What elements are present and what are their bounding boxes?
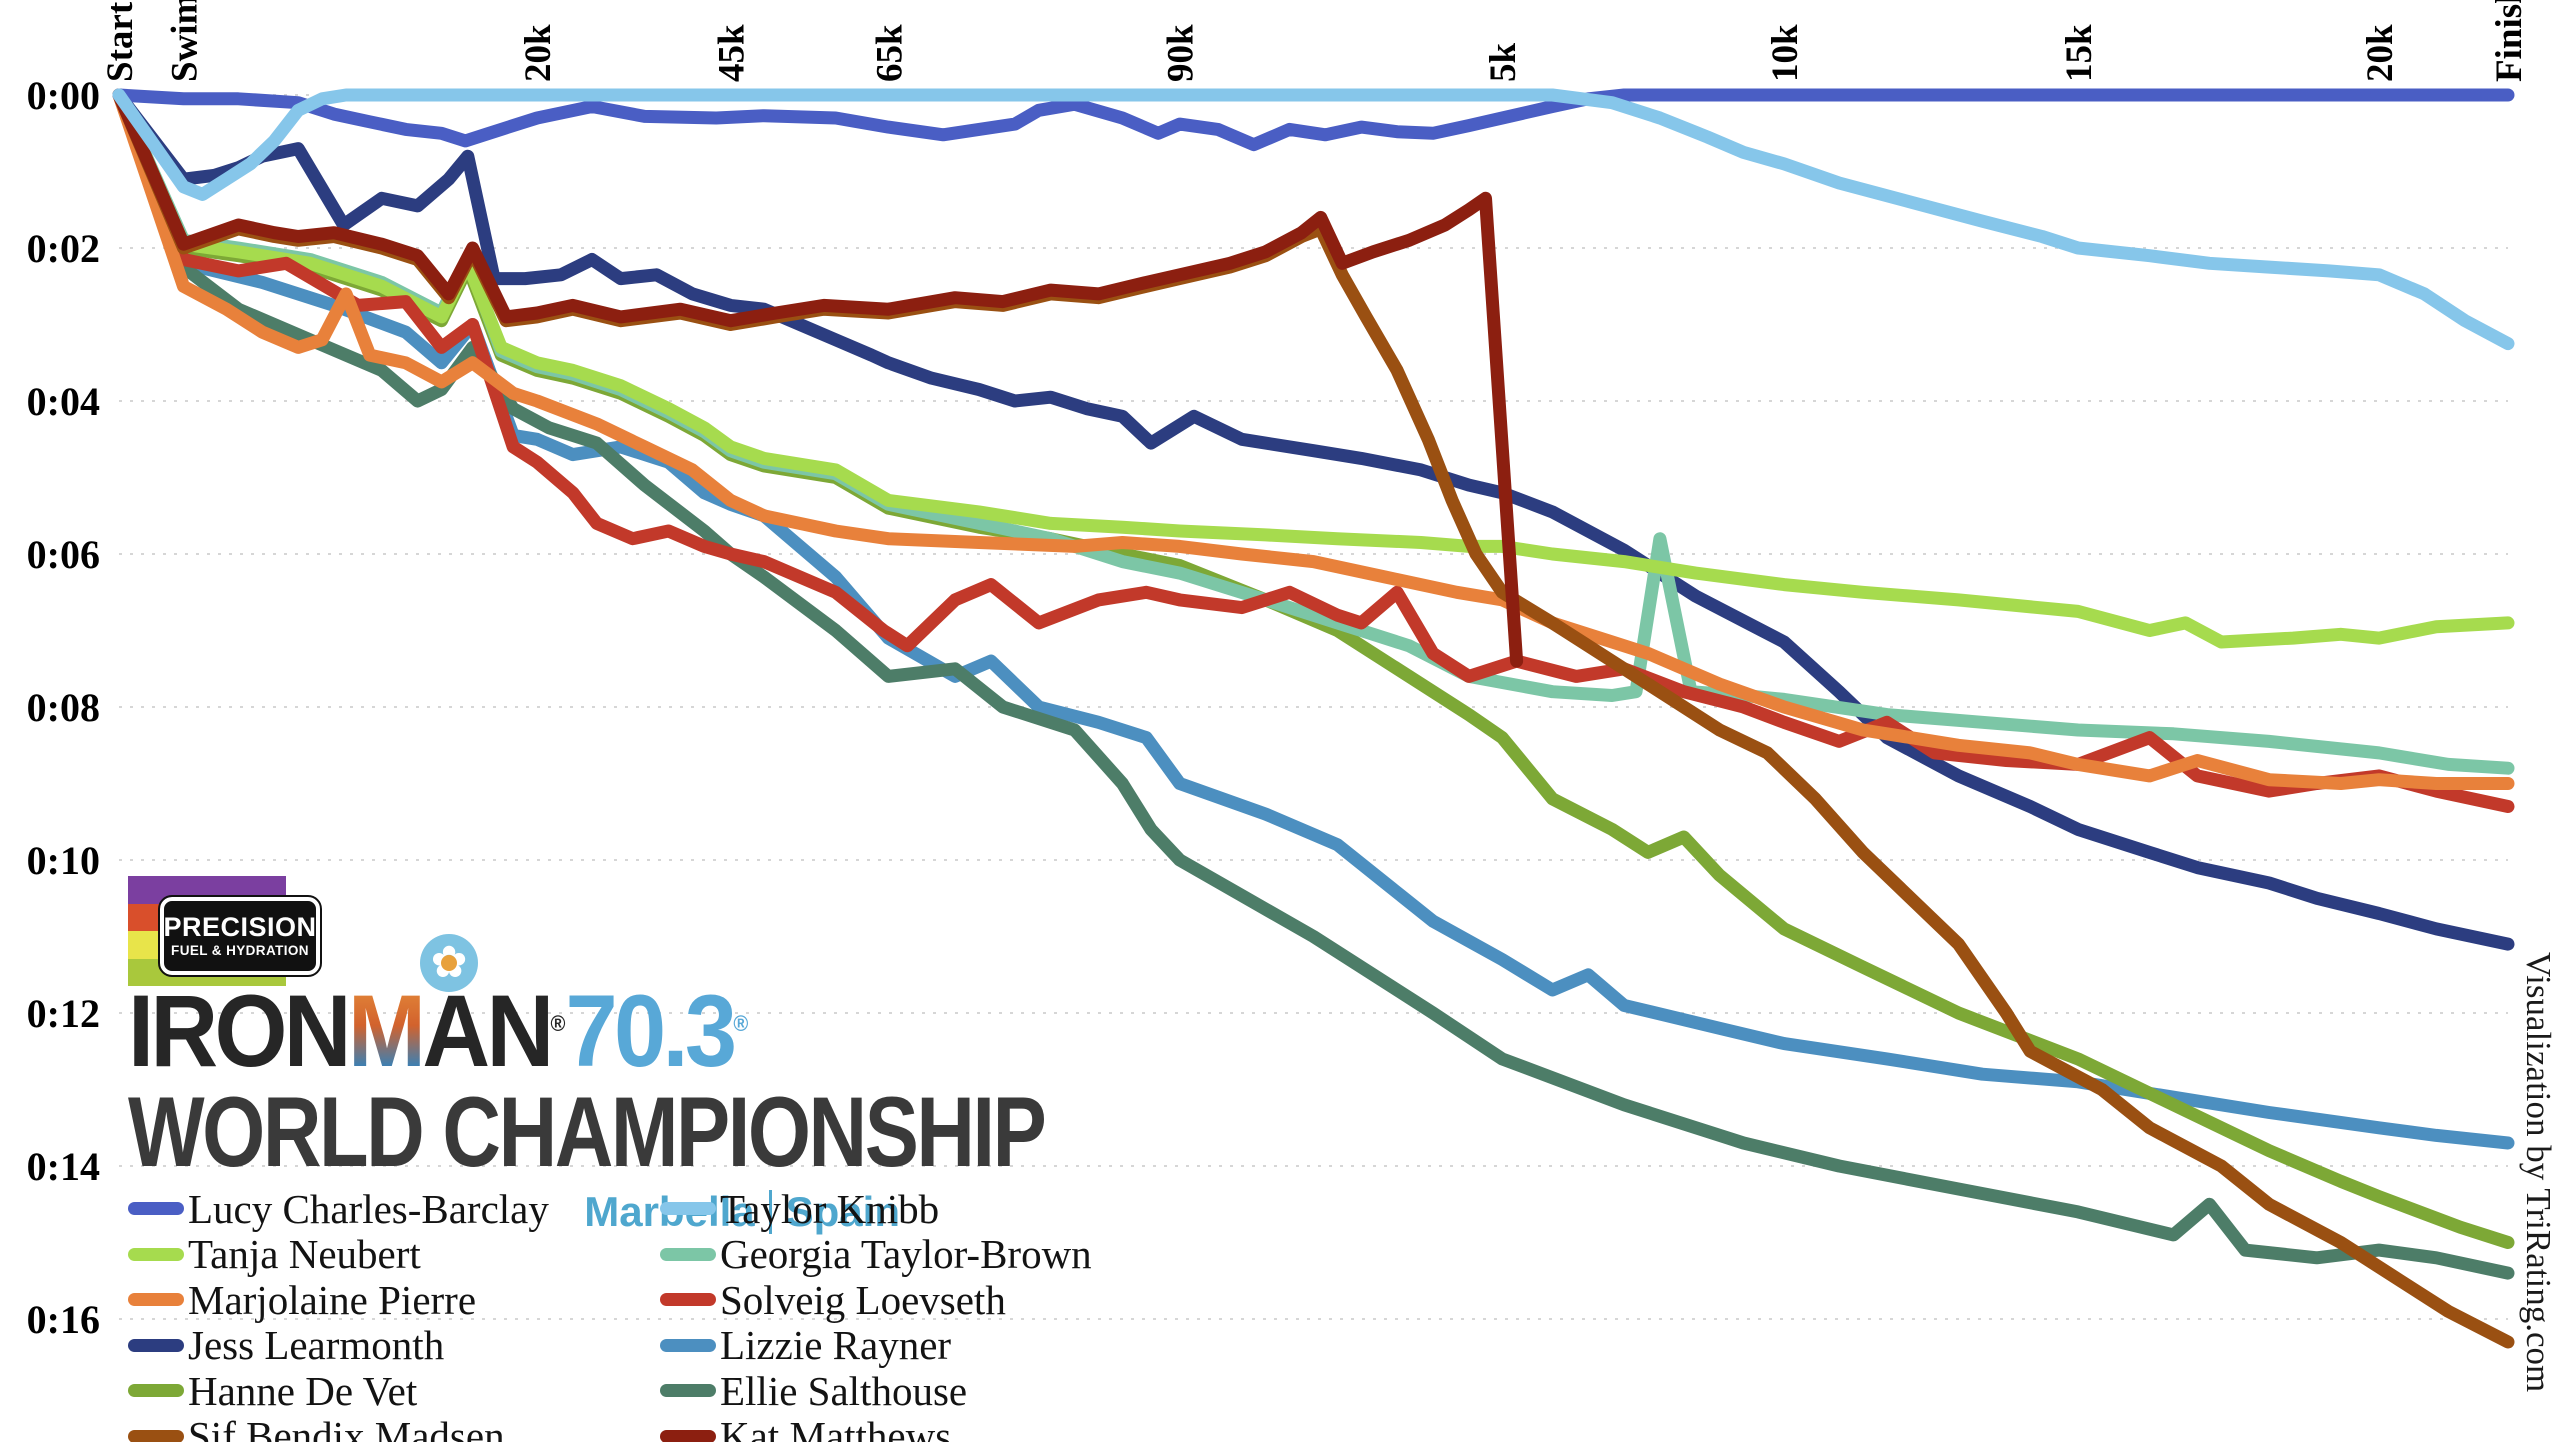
y-tick-label: 0:10 [27, 838, 100, 883]
venue-country: Spain [785, 1188, 900, 1235]
x-checkpoint-label-45k: 45k [712, 24, 753, 82]
x-checkpoint-label-65k: 65k [869, 24, 910, 82]
legend-item-lizzie-rayner: Lizzie Rayner [660, 1322, 1092, 1369]
trirating-watermark: Visualization by TriRating.com [2519, 952, 2558, 1393]
legend-item-taylor-knibb: Taylor Knibb [660, 1186, 1092, 1232]
x-checkpoint-label-5k: 5k [1483, 43, 1524, 83]
marbella-flower-icon: ✿ [420, 934, 478, 992]
legend-item-kat-matthews: Kat Matthews [660, 1413, 1092, 1442]
x-checkpoint-label-finish: Finish [2489, 0, 2530, 82]
legend-item-georgia-taylor-brown: Georgia Taylor-Brown [660, 1231, 1092, 1278]
y-tick-label: 0:12 [27, 991, 100, 1036]
legend-swatch [128, 1429, 184, 1442]
series-line-solveig-loevseth [112, 88, 2515, 813]
series-line-kat-matthews [112, 88, 1524, 668]
legend-item-ellie-salthouse: Ellie Salthouse [660, 1368, 1092, 1414]
y-tick-label: 0:08 [27, 685, 100, 730]
legend-athlete-name: Sif Bendix Madsen [188, 1413, 505, 1442]
series-line-tanja-neubert [112, 88, 2515, 649]
legend-column-1: Lucy Charles-Barclay Tanja Neubert Marjola… [128, 1186, 549, 1442]
legend-item-marjolaine-pierre: Marjolaine Pierre [128, 1277, 549, 1323]
y-tick-label: 0:16 [27, 1297, 100, 1342]
x-checkpoint-label-90k: 90k [1161, 24, 1202, 82]
y-tick-label: 0:00 [27, 73, 100, 118]
legend-item-lucy-charles-barclay: Lucy Charles-Barclay [128, 1186, 549, 1232]
x-checkpoint-label-swim: Swim [165, 0, 206, 82]
badge-title: PRECISION [163, 912, 317, 943]
wordmark-703: 70.3 [565, 974, 737, 1088]
y-tick-label: 0:06 [27, 532, 100, 577]
legend-athlete-name: Marjolaine Pierre [188, 1276, 477, 1323]
legend-swatch [660, 1384, 716, 1398]
legend-item-hanne-de-vet: Hanne De Vet [128, 1368, 549, 1414]
series-line-marjolaine-pierre [112, 88, 2515, 790]
legend-swatch [660, 1338, 716, 1352]
legend-swatch [660, 1293, 716, 1307]
legend-athlete-name: Taylor Knibb [720, 1185, 940, 1232]
series-line-taylor-knibb [112, 88, 2515, 351]
legend-athlete-name: Kat Matthews [720, 1413, 952, 1442]
legend-athlete-name: Georgia Taylor-Brown [720, 1231, 1092, 1278]
registered-mark: ® [733, 1011, 749, 1036]
legend-swatch [128, 1293, 184, 1307]
y-tick-label: 0:14 [27, 1144, 100, 1189]
badge-subtitle: FUEL & HYDRATION [171, 943, 309, 959]
legend-athlete-name: Hanne De Vet [188, 1367, 418, 1414]
legend-swatch [128, 1338, 184, 1352]
y-tick-label: 0:02 [27, 226, 100, 271]
legend-swatch [128, 1202, 184, 1216]
x-checkpoint-label-start: Start [100, 1, 141, 82]
legend-athlete-name: Jess Learmonth [188, 1322, 445, 1369]
x-checkpoint-label-10k: 10k [1765, 24, 1806, 82]
legend-item-solveig-loevseth: Solveig Loevseth [660, 1277, 1092, 1323]
series-line-lucy-charles-barclay [112, 88, 2515, 152]
legend-athlete-name: Lucy Charles-Barclay [188, 1185, 549, 1232]
legend-athlete-name: Lizzie Rayner [720, 1322, 952, 1369]
legend-swatch [128, 1384, 184, 1398]
legend-item-sif-bendix-madsen: Sif Bendix Madsen [128, 1413, 549, 1442]
legend-athlete-name: Ellie Salthouse [720, 1367, 968, 1414]
wordmark-iron: IRON [128, 974, 352, 1088]
precision-fuel-hydration-badge: PRECISION FUEL & HYDRATION [158, 895, 322, 977]
registered-mark: ® [550, 1011, 566, 1036]
legend-athlete-name: Tanja Neubert [188, 1231, 421, 1278]
ironman-703-wordmark: IRONMAN®70.3® [128, 980, 748, 1082]
legend-swatch [128, 1247, 184, 1261]
venue-separator [768, 1190, 772, 1234]
legend-item-tanja-neubert: Tanja Neubert [128, 1231, 549, 1278]
series-line-jess-learmonth [112, 88, 2515, 951]
wordmark-an: AN [422, 974, 554, 1088]
wordmark-m-mosaic: M [347, 974, 426, 1088]
legend-swatch [660, 1247, 716, 1261]
world-championship-title: WORLD CHAMPIONSHIP [128, 1076, 1047, 1187]
x-checkpoint-label-20k: 20k [518, 24, 559, 82]
x-checkpoint-label-15k: 15k [2059, 24, 2100, 82]
legend-swatch [660, 1429, 716, 1442]
x-checkpoint-label-20k: 20k [2360, 24, 2401, 82]
y-tick-label: 0:04 [27, 379, 100, 424]
legend-item-jess-learmonth: Jess Learmonth [128, 1322, 549, 1369]
legend-swatch [660, 1202, 716, 1216]
legend-column-2: Taylor Knibb Georgia Taylor-Brown Solveig … [660, 1186, 1092, 1442]
legend-athlete-name: Solveig Loevseth [720, 1276, 1006, 1323]
